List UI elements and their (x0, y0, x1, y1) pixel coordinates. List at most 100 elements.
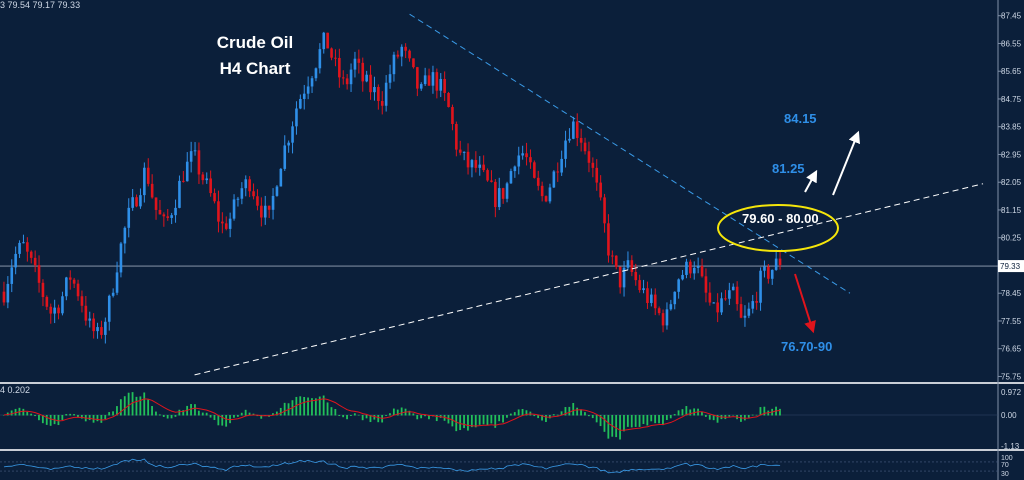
macd-bar (174, 415, 177, 417)
macd-bar (77, 415, 79, 417)
macd-bar (482, 415, 485, 425)
macd-bar (556, 414, 559, 416)
candle-body (295, 108, 298, 127)
macd-bar (490, 415, 493, 424)
candle-body (384, 82, 388, 106)
macd-signal-line (3, 398, 781, 431)
candle-body (33, 257, 37, 266)
candle-body (80, 296, 84, 306)
candle-body (673, 291, 677, 305)
macd-bar (65, 414, 68, 416)
candle-body (618, 266, 622, 288)
macd-bar (30, 413, 33, 416)
zone-label: 79.60 - 80.00 (742, 211, 819, 226)
y-tick-label: 81.15 (1001, 206, 1022, 215)
macd-bar (326, 402, 329, 416)
candle-body (119, 243, 123, 273)
macd-bar (459, 415, 462, 431)
chart-title-line2: H4 Chart (219, 59, 291, 78)
macd-bar (537, 415, 540, 419)
macd-bar (147, 399, 150, 416)
macd-bar (642, 415, 645, 425)
candle-body (248, 179, 251, 192)
macd-bar (162, 415, 165, 417)
macd-bar (416, 415, 419, 420)
candle-body (10, 267, 14, 284)
macd-bar (591, 415, 594, 419)
macd-bar (45, 415, 48, 425)
candle-body (150, 183, 154, 198)
candle-body (353, 58, 357, 70)
rsi-line (3, 458, 781, 474)
macd-bar (420, 415, 423, 419)
candle-body (423, 75, 427, 85)
macd-bar (369, 415, 372, 423)
macd-bar (314, 398, 317, 416)
candle-body (373, 87, 376, 93)
y-tick-label: 87.45 (1001, 12, 1022, 21)
candle-body (135, 197, 138, 207)
candle-body (451, 107, 454, 125)
candle-body (174, 207, 177, 216)
candle-body (630, 260, 634, 272)
macd-bar (353, 413, 356, 416)
current-price-label: 79.33 (1000, 262, 1021, 271)
macd-bar (595, 415, 598, 423)
candle-body (743, 315, 747, 318)
candle-body (657, 308, 661, 314)
candle-body (72, 279, 76, 284)
rsi-tick-label: 100 (1001, 455, 1013, 462)
macd-bar (704, 415, 707, 417)
candle-body (521, 153, 524, 156)
macd-bar (545, 415, 547, 423)
candle-body (770, 269, 774, 279)
candle-body (564, 140, 567, 159)
candle-body (345, 78, 349, 85)
candle-body (661, 313, 665, 326)
candle-body (751, 301, 755, 309)
candle-body (123, 227, 127, 244)
candle-body (92, 318, 95, 332)
rsi-tick-label: 70 (1001, 462, 1009, 469)
candle-body (712, 302, 716, 304)
candle-body (361, 62, 365, 82)
macd-bar (689, 409, 692, 416)
macd-bar (205, 412, 208, 416)
candle-body (490, 180, 493, 182)
candle-body (213, 193, 216, 202)
candle-body (252, 191, 255, 197)
macd-bar (248, 412, 251, 416)
candle-body (221, 221, 224, 224)
macd-bar (693, 408, 696, 416)
candle-body (482, 164, 485, 171)
macd-bar (541, 415, 543, 421)
macd-bar (338, 415, 341, 416)
macd-bar (303, 396, 306, 416)
candle-body (197, 150, 201, 175)
candle-body (88, 318, 92, 321)
candle-body (400, 46, 404, 57)
arrow-down (794, 273, 816, 334)
y-tick-label: 80.25 (1001, 234, 1022, 243)
candle-body (299, 98, 302, 109)
macd-bar (299, 396, 302, 416)
candle-body (419, 84, 423, 89)
macd-bar (552, 414, 555, 416)
candle-body (53, 307, 56, 314)
macd-bar (435, 415, 438, 422)
candle-body (700, 266, 704, 277)
candle-body (338, 57, 341, 78)
macd-bar (307, 397, 309, 416)
candle-body (579, 137, 583, 143)
candle-body (650, 294, 653, 304)
candle-body (84, 305, 88, 321)
candle-body (591, 162, 595, 168)
candle-body (486, 170, 489, 181)
macd-bar (517, 409, 520, 416)
candle-body (182, 180, 185, 182)
macd-bar (197, 410, 200, 416)
macd-bar (669, 415, 672, 419)
macd-bar (357, 414, 360, 416)
macd-bar (732, 414, 735, 416)
candle-body (189, 151, 193, 162)
